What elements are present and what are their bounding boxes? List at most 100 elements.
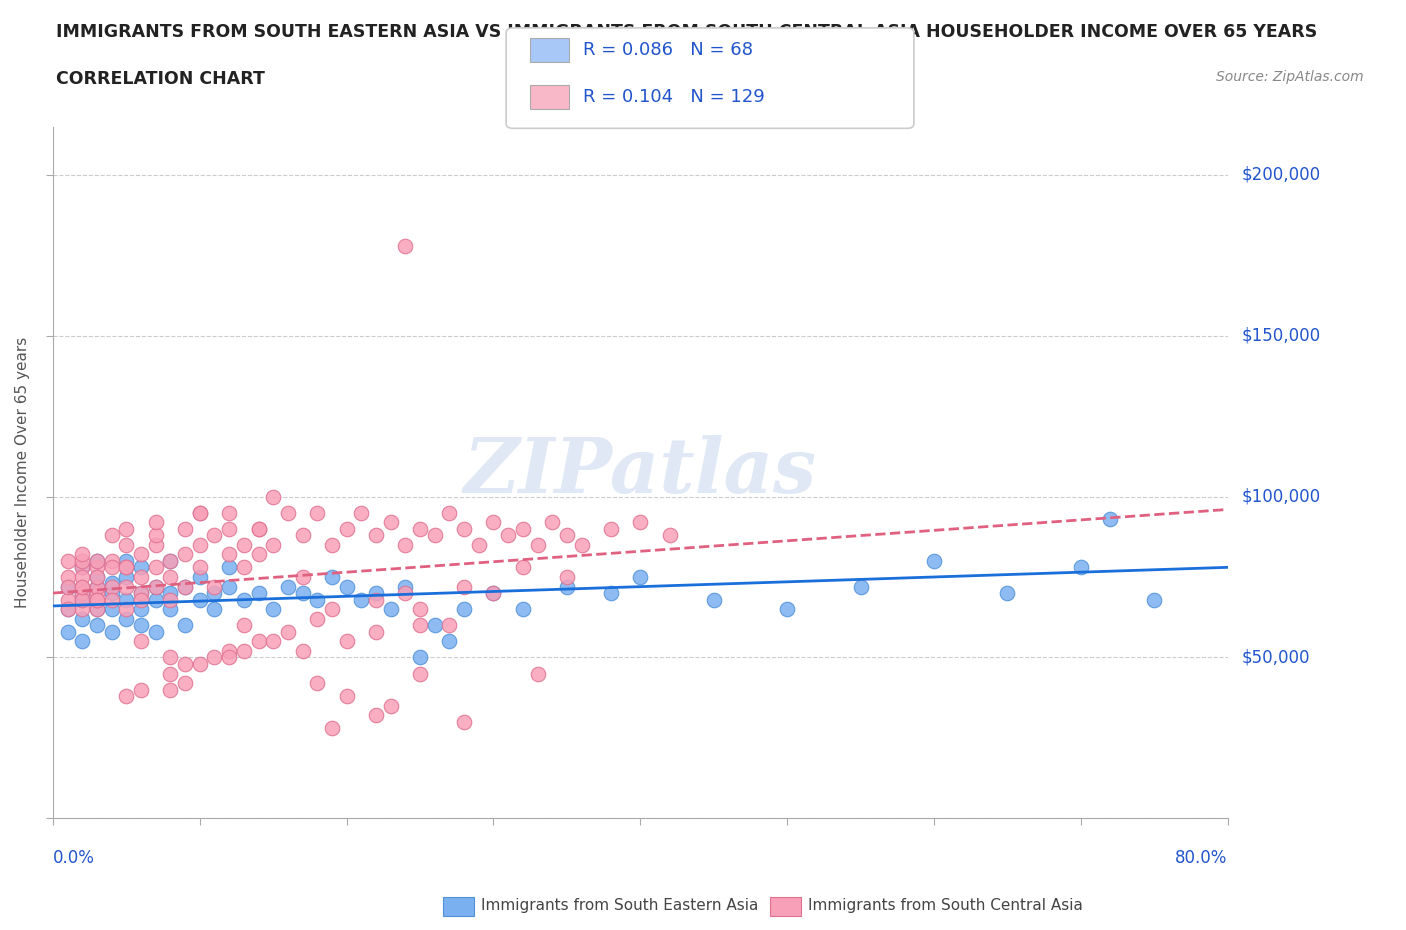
Point <box>423 527 446 542</box>
Point <box>321 569 343 584</box>
Point <box>115 560 138 575</box>
Point <box>336 688 359 703</box>
Point <box>188 592 211 607</box>
Point <box>174 676 197 691</box>
Point <box>86 602 108 617</box>
Text: $200,000: $200,000 <box>1241 166 1320 184</box>
Point <box>72 560 94 575</box>
Text: Source: ZipAtlas.com: Source: ZipAtlas.com <box>1216 70 1364 84</box>
Point <box>291 644 314 658</box>
Point <box>115 553 138 568</box>
Point <box>439 618 461 632</box>
Point <box>86 592 108 607</box>
Point <box>541 515 564 530</box>
Point <box>247 634 270 649</box>
Point <box>159 666 181 681</box>
Point <box>453 522 475 537</box>
Point <box>56 579 79 594</box>
Point <box>380 602 402 617</box>
Point <box>218 505 240 520</box>
Point <box>129 602 152 617</box>
Point <box>922 553 945 568</box>
Point <box>86 618 108 632</box>
Point <box>262 538 284 552</box>
Point <box>350 505 373 520</box>
Point <box>159 569 181 584</box>
Point <box>100 553 122 568</box>
Text: CORRELATION CHART: CORRELATION CHART <box>56 70 266 87</box>
Point <box>409 522 432 537</box>
Point <box>321 721 343 736</box>
Point <box>115 611 138 626</box>
Point <box>72 569 94 584</box>
Point <box>364 527 387 542</box>
Point <box>86 579 108 594</box>
Point <box>100 586 122 601</box>
Point <box>174 522 197 537</box>
Point <box>336 522 359 537</box>
Point <box>1143 592 1166 607</box>
Point <box>145 527 167 542</box>
Point <box>72 560 94 575</box>
Point <box>247 522 270 537</box>
Point <box>453 602 475 617</box>
Point <box>262 602 284 617</box>
Point <box>218 547 240 562</box>
Point <box>129 592 152 607</box>
Point <box>218 560 240 575</box>
Point <box>703 592 725 607</box>
Point <box>247 547 270 562</box>
Point <box>86 592 108 607</box>
Point <box>72 586 94 601</box>
Point <box>115 688 138 703</box>
Point <box>468 538 491 552</box>
Point <box>409 602 432 617</box>
Point <box>145 624 167 639</box>
Point <box>188 538 211 552</box>
Point <box>628 515 651 530</box>
Point <box>336 634 359 649</box>
Point <box>218 579 240 594</box>
Point <box>423 618 446 632</box>
Point <box>321 602 343 617</box>
Point <box>262 489 284 504</box>
Point <box>307 505 329 520</box>
Point <box>129 618 152 632</box>
Point <box>188 505 211 520</box>
Point <box>188 569 211 584</box>
Point <box>145 592 167 607</box>
Point <box>512 522 534 537</box>
Point <box>512 560 534 575</box>
Point <box>72 592 94 607</box>
Point <box>100 579 122 594</box>
Point <box>1070 560 1092 575</box>
Text: $150,000: $150,000 <box>1241 326 1320 345</box>
Point <box>439 505 461 520</box>
Point <box>100 624 122 639</box>
Point <box>174 657 197 671</box>
Point <box>86 569 108 584</box>
Point <box>72 592 94 607</box>
Point <box>409 666 432 681</box>
Point <box>849 579 872 594</box>
Point <box>336 579 359 594</box>
Point <box>56 569 79 584</box>
Point <box>56 592 79 607</box>
Point <box>145 538 167 552</box>
Point <box>86 579 108 594</box>
Point <box>364 708 387 723</box>
Point <box>159 602 181 617</box>
Point <box>204 527 226 542</box>
Point <box>72 553 94 568</box>
Point <box>56 602 79 617</box>
Text: $100,000: $100,000 <box>1241 487 1320 506</box>
Point <box>159 682 181 697</box>
Point <box>409 618 432 632</box>
Point <box>159 553 181 568</box>
Point <box>291 586 314 601</box>
Point <box>129 682 152 697</box>
Point <box>129 569 152 584</box>
Point <box>86 602 108 617</box>
Point <box>482 586 505 601</box>
Text: ZIPatlas: ZIPatlas <box>464 435 817 510</box>
